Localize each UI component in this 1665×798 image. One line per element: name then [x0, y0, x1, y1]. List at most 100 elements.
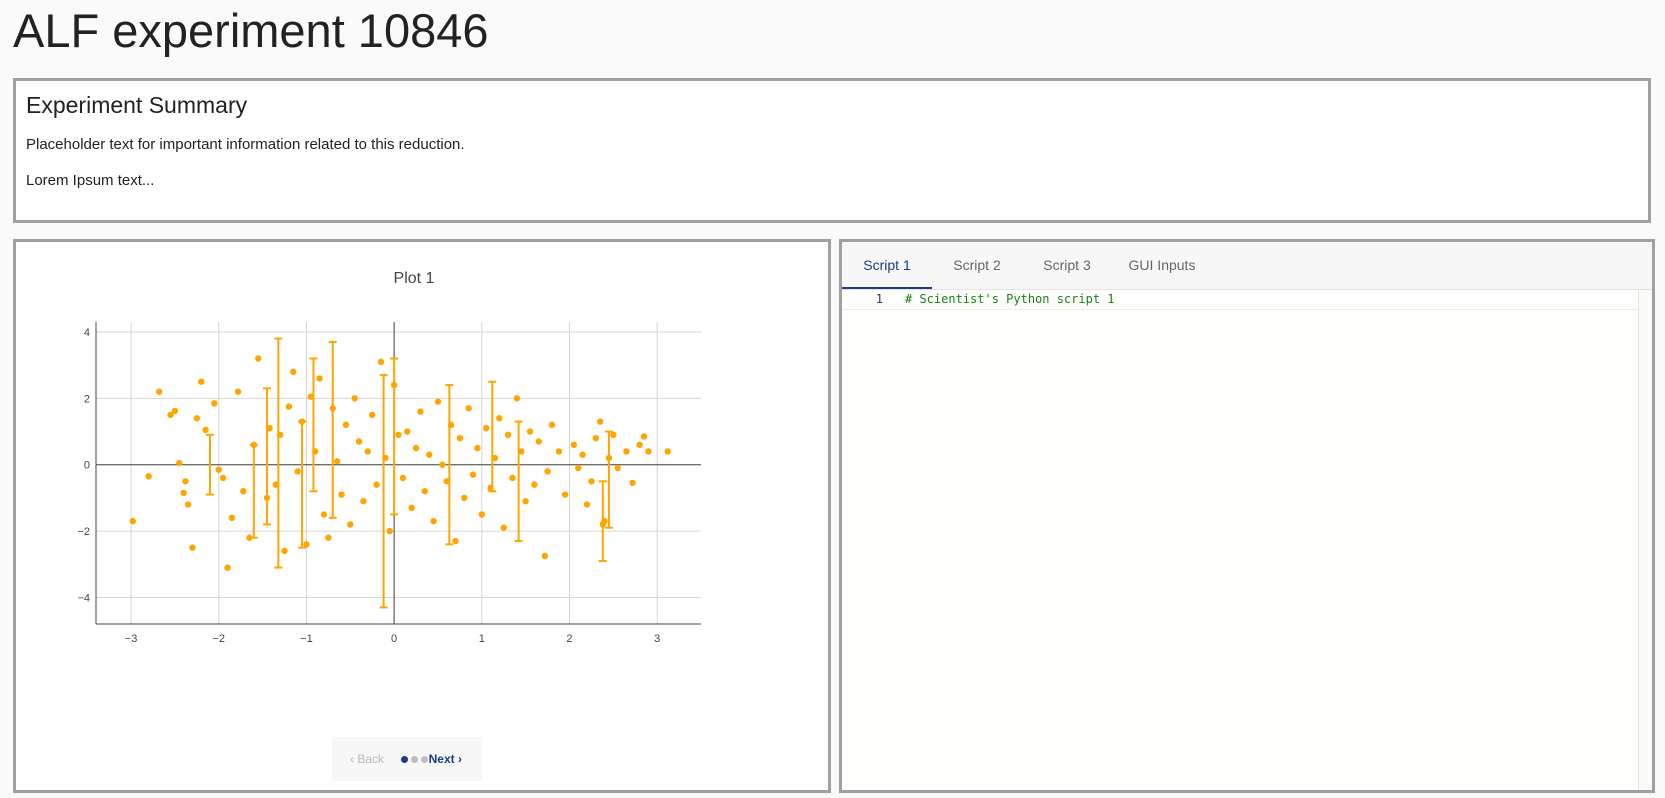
data-point [155, 388, 163, 395]
data-point [215, 466, 222, 473]
data-point [439, 461, 446, 468]
data-point [368, 411, 376, 419]
data-point [290, 368, 297, 375]
summary-title: Experiment Summary [26, 92, 248, 118]
data-point [623, 448, 630, 455]
data-point [496, 415, 503, 422]
y-tick-label: 4 [84, 327, 90, 339]
line-code[interactable]: # Scientist's Python script 1 [905, 292, 1115, 306]
data-point [588, 478, 595, 485]
page-title: ALF experiment 10846 [13, 4, 489, 57]
data-point [541, 552, 549, 560]
data-point [373, 481, 380, 488]
data-point [347, 521, 354, 528]
data-point [198, 378, 205, 385]
tab-gui-inputs[interactable]: GUI Inputs [1128, 257, 1196, 273]
data-point [443, 478, 450, 485]
editor-scrollbar[interactable] [1638, 290, 1652, 790]
data-point [338, 491, 345, 498]
data-point [522, 498, 529, 505]
data-point [664, 448, 671, 455]
chevron-left-icon: ‹ [350, 752, 354, 766]
data-point [189, 544, 196, 551]
data-point [228, 514, 236, 522]
data-point [465, 405, 472, 412]
data-point [307, 393, 315, 400]
data-point [579, 451, 586, 458]
data-point [548, 421, 556, 429]
data-point [636, 441, 643, 448]
pager-next-label: Next [428, 752, 455, 766]
data-point [500, 524, 507, 531]
plot-pager: ‹ Back Next › [332, 737, 482, 781]
data-point [129, 517, 137, 525]
x-tick-label: 0 [391, 633, 397, 645]
chart-tick-labels: −3 −2 −1 0 1 2 3 −4 −2 0 2 4 [77, 327, 660, 645]
data-point [434, 398, 442, 405]
data-point [364, 448, 372, 455]
y-tick-label: −2 [77, 526, 90, 538]
data-point [211, 400, 218, 407]
data-point [219, 474, 227, 482]
data-point [487, 484, 494, 492]
data-point [298, 418, 306, 425]
pager-dot-3[interactable] [421, 756, 428, 763]
data-point [377, 358, 385, 366]
data-point [596, 418, 604, 425]
data-point [351, 395, 358, 402]
data-point [430, 517, 437, 525]
pager-dot-1[interactable] [401, 756, 408, 763]
data-point [452, 537, 459, 545]
pager-dot-2[interactable] [411, 756, 418, 763]
data-point [605, 454, 613, 462]
data-point [575, 464, 582, 472]
x-tick-label: −1 [300, 633, 313, 645]
data-point [447, 421, 455, 429]
data-point [285, 403, 293, 410]
data-point [399, 474, 407, 482]
data-point [171, 407, 179, 415]
data-point [645, 448, 652, 455]
x-tick-label: −3 [125, 633, 138, 645]
scatter-chart: Plot 1 −3 −2 −1 0 1 2 3 −4 −2 0 2 4 [77, 270, 701, 645]
tab-script-3[interactable]: Script 3 [1043, 257, 1091, 273]
chart-error-bars [205, 337, 613, 609]
data-point [504, 431, 512, 439]
data-point [417, 408, 424, 415]
data-point [601, 517, 608, 525]
data-point [281, 547, 288, 555]
data-point [561, 491, 569, 498]
code-editor[interactable]: 1 # Scientist's Python script 1 [842, 290, 1652, 790]
x-tick-label: 2 [566, 633, 572, 645]
chevron-right-icon: › [458, 752, 462, 766]
experiment-summary-panel: Experiment Summary Placeholder text for … [13, 78, 1651, 223]
data-point [526, 428, 534, 435]
pager-back-button[interactable]: ‹ Back [350, 752, 384, 766]
editor-line[interactable]: 1 # Scientist's Python script 1 [842, 290, 1638, 310]
data-point [325, 534, 332, 541]
data-point [263, 494, 271, 502]
tab-script-1[interactable]: Script 1 [842, 242, 932, 289]
data-point [629, 479, 636, 487]
data-point [408, 504, 415, 512]
x-tick-label: −2 [212, 633, 225, 645]
data-point [316, 375, 323, 382]
data-point [320, 511, 328, 518]
data-point [412, 444, 420, 452]
data-point [456, 434, 464, 442]
data-point [202, 426, 209, 434]
data-point [478, 511, 485, 518]
data-point [469, 471, 477, 478]
data-point [425, 451, 433, 458]
data-point [518, 448, 525, 455]
tab-script-2[interactable]: Script 2 [953, 257, 1001, 273]
pager-next-button[interactable]: Next › [429, 752, 462, 766]
data-point [272, 481, 279, 488]
data-point [474, 444, 481, 452]
data-point [312, 448, 319, 455]
data-point [240, 488, 247, 495]
data-point [303, 541, 310, 548]
data-point [246, 534, 253, 541]
x-tick-label: 3 [654, 633, 660, 645]
data-point [184, 501, 192, 508]
